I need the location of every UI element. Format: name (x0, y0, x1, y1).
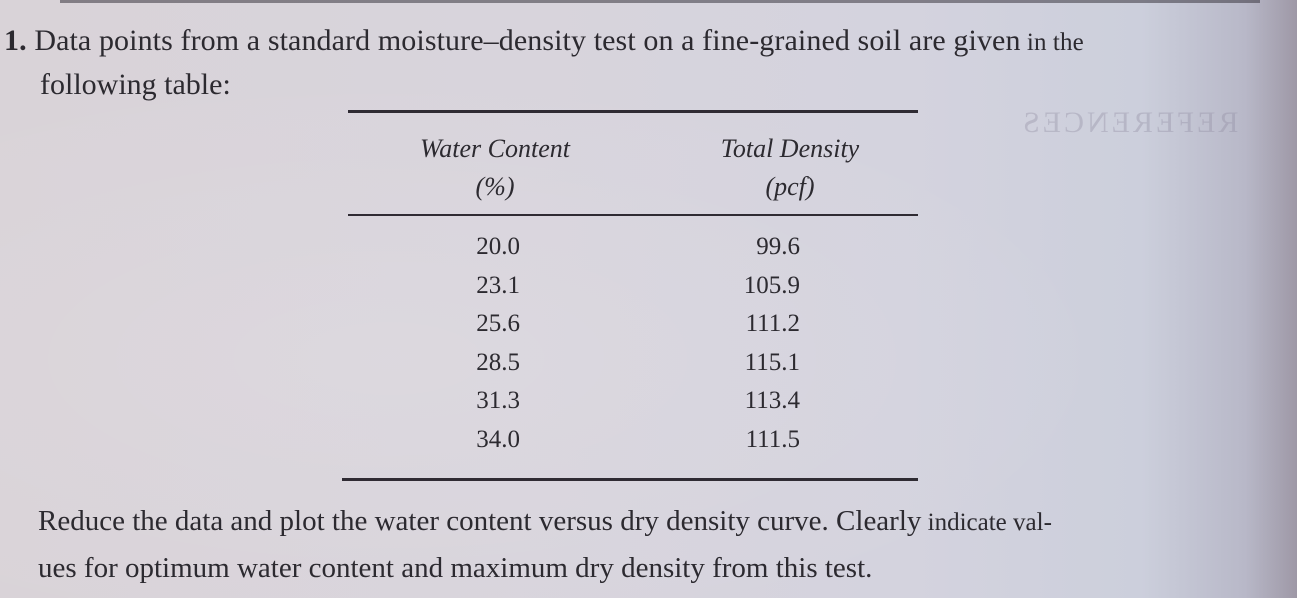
total-density-cell: 105.9 (743, 271, 800, 299)
problem-text-main: Data points from a standard moisture–den… (34, 24, 1021, 57)
instruction-text-tail: indicate val- (921, 509, 1052, 536)
page-top-rule (60, 0, 1260, 3)
total-density-cell: 113.4 (744, 387, 800, 414)
header-total-density: Total Density (720, 134, 860, 163)
header-water-content-unit: (%) (475, 172, 515, 201)
problem-statement-line2: following table: (40, 68, 231, 101)
problem-text-tail: in the (1020, 29, 1084, 56)
total-density-cell: 111.2 (745, 310, 800, 337)
water-content-cell: 31.3 (476, 387, 520, 414)
total-density-cell: 115.1 (744, 348, 800, 376)
water-content-cell: 23.1 (476, 271, 520, 299)
table-bottom-rule (342, 478, 918, 481)
water-content-cell: 20.0 (476, 233, 520, 260)
water-content-cell: 34.0 (476, 425, 520, 453)
problem-statement-line1: 1. Data points from a standard moisture–… (4, 24, 1084, 58)
bleed-through-text: REFERENCES (1020, 106, 1239, 139)
header-water-content: Water Content (420, 134, 570, 163)
table-header-rule (348, 214, 918, 216)
total-density-cell: 99.6 (756, 233, 800, 260)
total-density-cell: 111.5 (745, 425, 800, 453)
water-content-column: 20.0 23.1 25.6 28.5 31.3 34.0 (440, 228, 520, 459)
instruction-text-main: Reduce the data and plot the water conte… (38, 505, 922, 537)
table-top-rule (348, 110, 918, 113)
water-content-cell: 28.5 (476, 348, 520, 376)
instruction-line2: ues for optimum water content and maximu… (38, 552, 873, 584)
instruction-line1: Reduce the data and plot the water conte… (38, 505, 1052, 538)
total-density-column: 99.6 105.9 111.2 115.1 113.4 111.5 (720, 228, 800, 459)
problem-number: 1. (4, 24, 27, 57)
water-content-cell: 25.6 (476, 310, 520, 337)
header-total-density-unit: (pcf) (765, 172, 815, 201)
